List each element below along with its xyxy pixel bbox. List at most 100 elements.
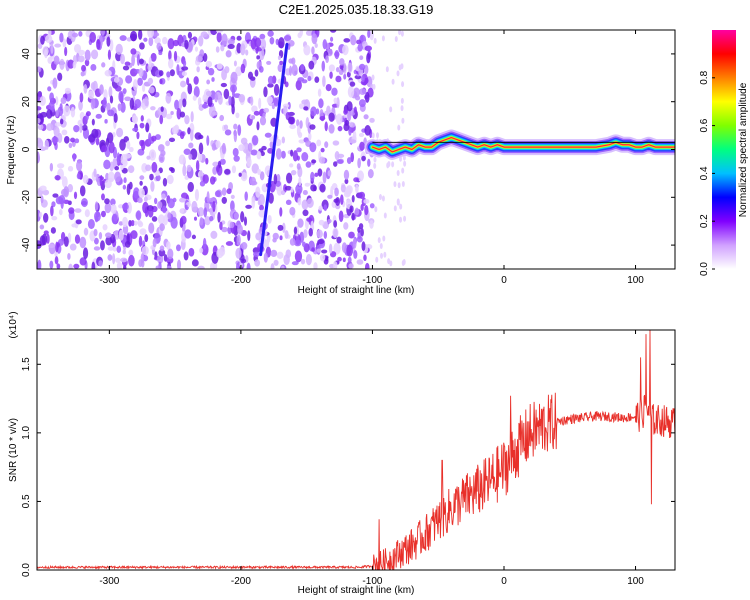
noise-cell (39, 95, 46, 106)
noise-cell (122, 224, 129, 235)
noise-cell (325, 55, 329, 63)
noise-cell (271, 104, 275, 110)
noise-cell (204, 216, 211, 226)
noise-cell (337, 256, 342, 262)
noise-cell (183, 251, 189, 261)
noise-cell (236, 234, 241, 246)
noise-cell (240, 63, 246, 74)
noise-cell (132, 115, 139, 124)
noise-cell (191, 234, 196, 240)
noise-cell (144, 96, 149, 107)
noise-cell (131, 54, 135, 67)
noise-cell (396, 170, 400, 177)
noise-cell (200, 31, 208, 38)
noise-cell (329, 36, 334, 42)
noise-cell (300, 63, 305, 72)
noise-cell (162, 36, 168, 45)
noise-cell (256, 55, 261, 60)
noise-cell (310, 106, 317, 117)
noise-cell (107, 109, 115, 117)
noise-cell (380, 252, 384, 259)
noise-cell (374, 206, 378, 213)
noise-cell (44, 139, 50, 150)
noise-cell (280, 190, 286, 196)
noise-cell (116, 261, 123, 269)
noise-cell (100, 210, 106, 218)
noise-cell (187, 31, 193, 39)
noise-cell (178, 154, 186, 165)
noise-cell (152, 238, 157, 248)
noise-cell (220, 44, 225, 52)
spectrogram-x-tick: -300 (99, 30, 120, 286)
noise-cell (301, 152, 309, 162)
noise-cell (348, 231, 355, 239)
noise-cell (159, 78, 163, 85)
noise-cell (353, 250, 358, 259)
noise-cell (79, 236, 87, 249)
noise-cell (82, 247, 89, 260)
spectrogram-y-tick: -20 (21, 190, 675, 205)
noise-cell (46, 123, 54, 131)
noise-cell (373, 162, 377, 169)
svg-text:-100: -100 (362, 275, 382, 286)
noise-cell (116, 127, 124, 138)
noise-cell (51, 136, 59, 144)
noise-cell (289, 206, 296, 216)
noise-cell (128, 254, 135, 267)
noise-cell (105, 236, 113, 246)
noise-cell (59, 58, 65, 70)
noise-cell (337, 125, 343, 132)
noise-cell (55, 241, 59, 253)
noise-cell (318, 219, 325, 226)
noise-cell (179, 208, 185, 214)
noise-cell (243, 216, 248, 226)
noise-cell (137, 197, 143, 204)
spectrogram-x-axis: -300 -200 -100 0 100 (99, 30, 644, 286)
noise-cell (382, 235, 386, 242)
noise-cell (321, 249, 328, 254)
noise-cell (62, 38, 67, 48)
noise-cell (57, 72, 63, 82)
noise-cell (364, 204, 369, 216)
noise-cell (138, 188, 145, 198)
noise-cell (114, 171, 122, 183)
noise-cell (170, 167, 175, 173)
noise-cell (158, 249, 166, 257)
svg-text:-300: -300 (99, 275, 119, 286)
noise-cell (180, 80, 187, 88)
noise-cell (42, 189, 50, 196)
noise-cell (297, 131, 303, 139)
noise-cell (357, 43, 363, 52)
noise-cell (383, 251, 387, 258)
noise-cell (89, 32, 97, 43)
spectrogram-x-tick: 0 (501, 30, 507, 286)
noise-cell (347, 62, 353, 73)
noise-cell (191, 259, 199, 267)
noise-cell (348, 126, 352, 136)
noise-cell (50, 205, 54, 217)
noise-cell (277, 55, 281, 61)
noise-cell (274, 138, 282, 147)
noise-cell (105, 172, 110, 181)
noise-cell (147, 30, 154, 39)
noise-cell (136, 131, 140, 140)
snr-x-label: Height of straight line (km) (298, 585, 415, 596)
noise-cell (369, 117, 375, 123)
noise-cell (166, 71, 171, 78)
noise-cell (73, 43, 82, 53)
noise-cell (46, 233, 50, 244)
noise-cell (381, 195, 385, 202)
noise-cell (134, 220, 138, 226)
noise-cell (54, 43, 62, 48)
noise-cell (196, 66, 200, 73)
noise-cell (331, 87, 338, 96)
noise-cell (298, 139, 306, 144)
noise-cell (389, 260, 393, 267)
noise-cell (211, 77, 215, 82)
noise-cell (192, 95, 197, 101)
noise-cell (332, 260, 338, 269)
noise-cell (298, 176, 302, 186)
noise-cell (364, 125, 371, 136)
noise-cell (350, 34, 357, 46)
noise-cell (207, 96, 213, 107)
